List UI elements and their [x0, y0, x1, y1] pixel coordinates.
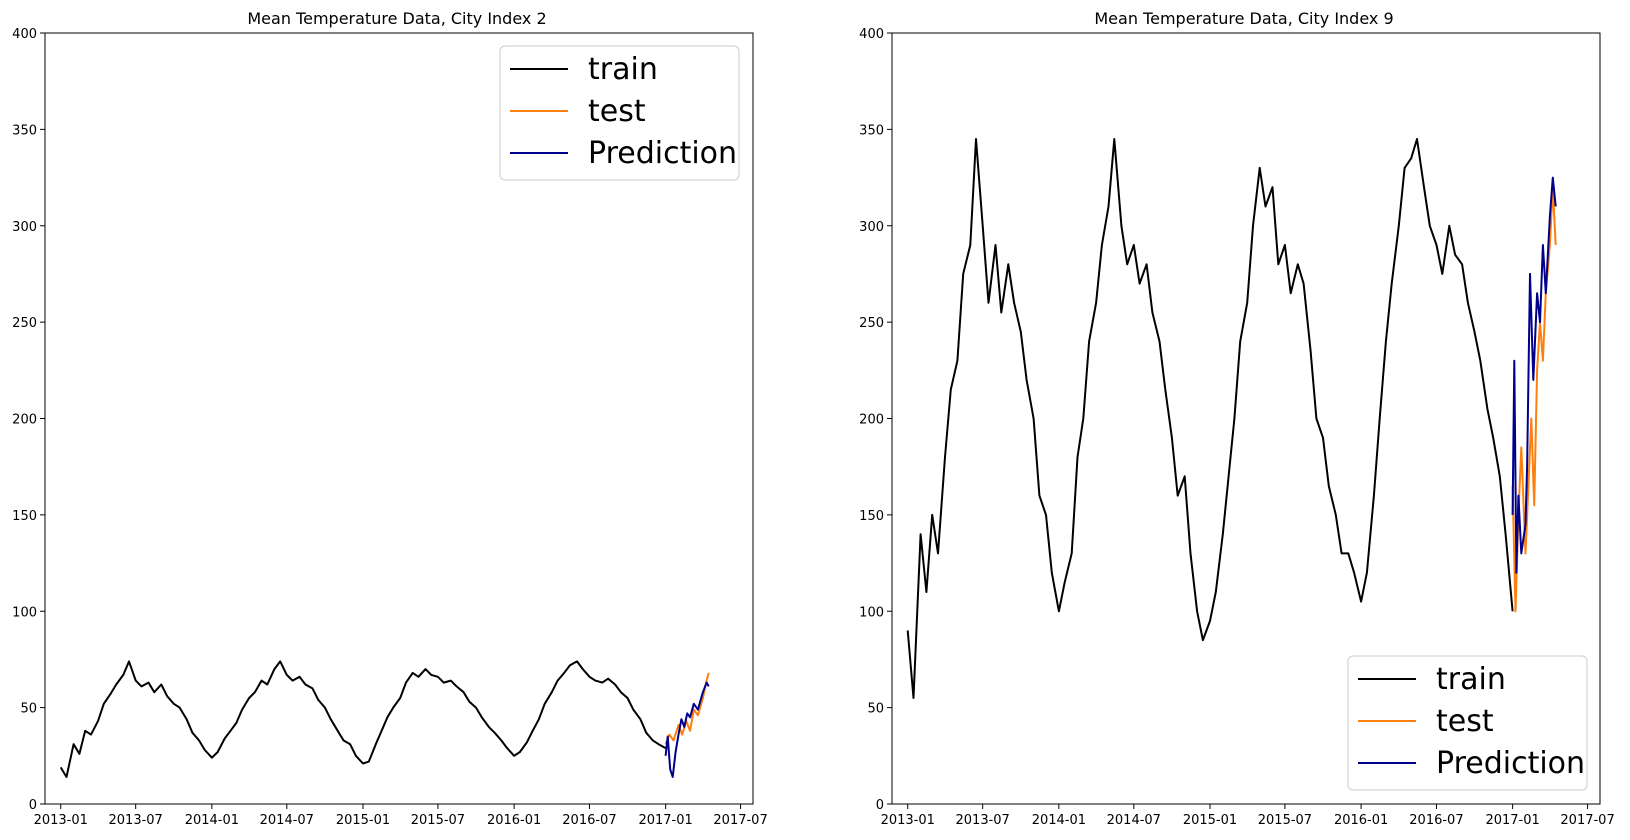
- x-tick-label: 2016-01: [487, 813, 541, 828]
- y-tick-label: 300: [12, 220, 37, 235]
- x-tick-label: 2013-07: [109, 813, 163, 828]
- x-tick-label: 2014-07: [260, 813, 314, 828]
- y-tick-label: 100: [859, 605, 884, 620]
- series-line-train: [59, 660, 667, 778]
- y-tick-label: 150: [12, 509, 37, 524]
- x-tick-label: 2015-01: [1183, 813, 1237, 828]
- y-tick-label: 50: [20, 702, 37, 717]
- x-tick-label: 2014-07: [1107, 813, 1161, 828]
- series-line-test: [664, 672, 710, 745]
- legend-label-prediction: Prediction: [1436, 746, 1585, 781]
- y-tick-label: 250: [12, 316, 37, 331]
- legend-label-train: train: [1436, 662, 1506, 697]
- axes: 0 50 100 150 200 250 300 350 400 2013-01 2013-07 20…: [859, 27, 1615, 828]
- chart-title: Mean Temperature Data, City Index 2: [247, 9, 546, 28]
- x-tick-label: 2014-01: [185, 813, 239, 828]
- series-line-train: [906, 138, 1514, 699]
- x-tick-label: 2013-07: [956, 813, 1010, 828]
- y-tick-label: 400: [12, 27, 37, 42]
- legend-label-test: test: [1436, 704, 1494, 739]
- axes: 0 50 100 150 200 250 300 350 400 2013-01 2013-07 20…: [12, 27, 768, 828]
- y-tick-label: 400: [859, 27, 884, 42]
- x-tick-label: 2014-01: [1032, 813, 1086, 828]
- y-tick-label: 200: [859, 413, 884, 428]
- legend-label-train: train: [588, 52, 658, 87]
- x-tick-label: 2013-01: [34, 813, 88, 828]
- y-tick-label: 100: [12, 605, 37, 620]
- legend-label-test: test: [588, 94, 646, 129]
- x-tick-label: 2017-07: [713, 813, 767, 828]
- y-tick-label: 0: [29, 798, 37, 813]
- y-tick-label: 150: [859, 509, 884, 524]
- chart-title: Mean Temperature Data, City Index 9: [1094, 9, 1393, 28]
- x-tick-label: 2017-07: [1560, 813, 1614, 828]
- x-tick-label: 2015-07: [1258, 813, 1312, 828]
- series-layer: [59, 660, 710, 778]
- x-tick-label: 2017-01: [638, 813, 692, 828]
- legend: train test Prediction: [1347, 655, 1588, 791]
- y-tick-label: 350: [12, 123, 37, 138]
- chart-panel-right: Mean Temperature Data, City Index 9 0 50 1…: [859, 9, 1615, 828]
- x-tick-label: 2017-01: [1485, 813, 1539, 828]
- y-tick-label: 0: [876, 798, 884, 813]
- series-line-prediction: [664, 681, 710, 778]
- legend: train test Prediction: [499, 45, 740, 181]
- legend-box: [1347, 655, 1588, 791]
- x-tick-label: 2015-01: [336, 813, 390, 828]
- x-tick-label: 2016-07: [1409, 813, 1463, 828]
- y-tick-label: 300: [859, 220, 884, 235]
- y-tick-label: 350: [859, 123, 884, 138]
- x-tick-label: 2013-01: [881, 813, 935, 828]
- x-tick-label: 2016-01: [1334, 813, 1388, 828]
- series-line-prediction: [1511, 176, 1557, 574]
- x-tick-label: 2015-07: [411, 813, 465, 828]
- series-line-test: [1511, 186, 1557, 613]
- legend-box: [499, 45, 740, 181]
- series-layer: [906, 138, 1557, 699]
- y-tick-label: 250: [859, 316, 884, 331]
- y-tick-label: 200: [12, 413, 37, 428]
- x-tick-label: 2016-07: [562, 813, 616, 828]
- y-tick-label: 50: [867, 702, 884, 717]
- chart-panel-left: Mean Temperature Data, City Index 2 0 50 1…: [12, 9, 768, 828]
- legend-label-prediction: Prediction: [588, 136, 737, 171]
